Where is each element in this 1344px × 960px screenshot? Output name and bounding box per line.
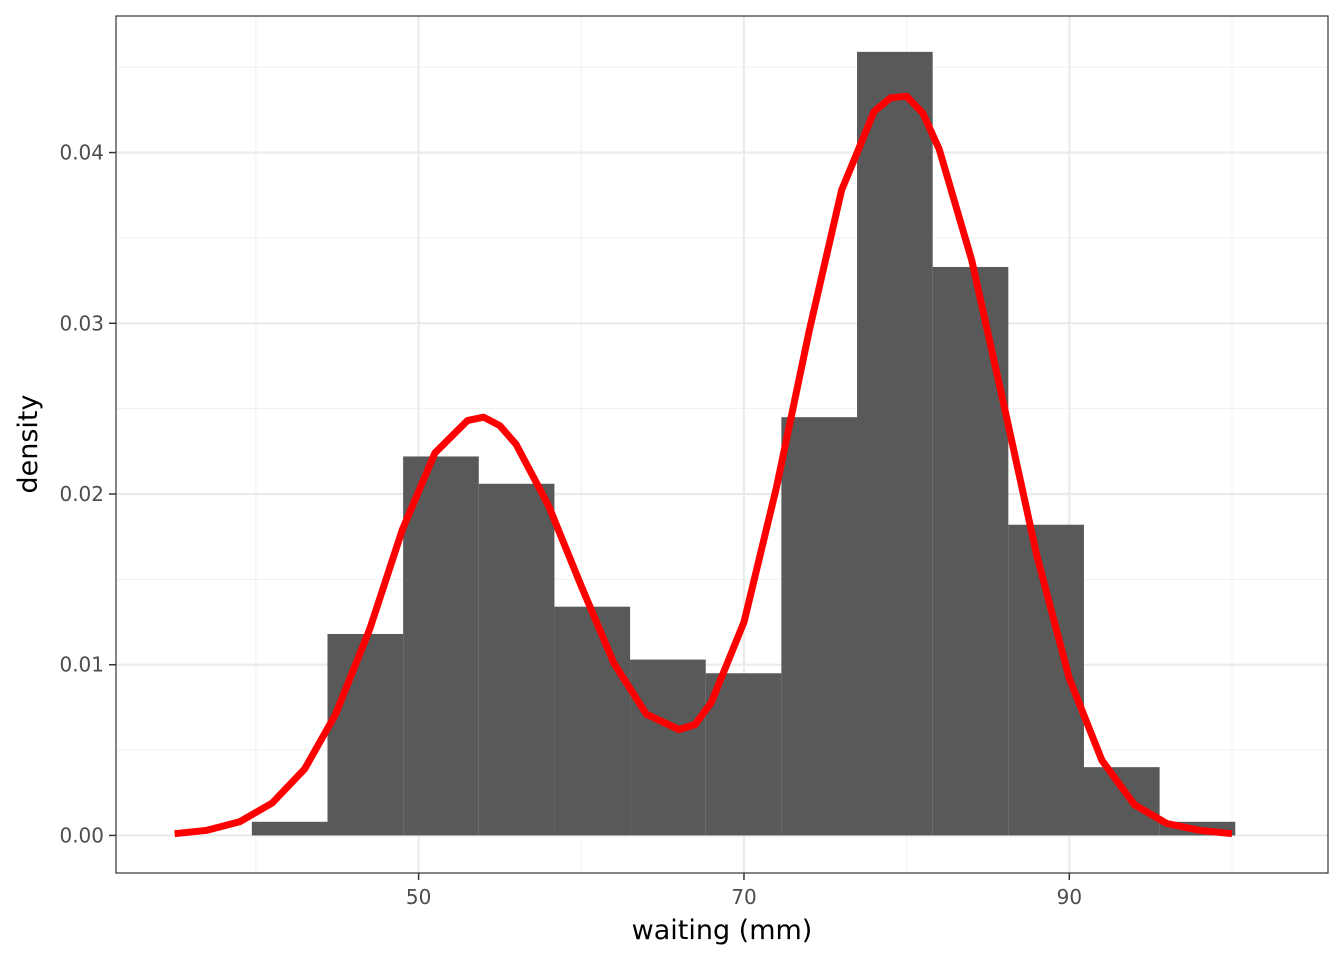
- histogram-bar: [403, 456, 479, 836]
- x-tick-label: 90: [1057, 885, 1082, 909]
- y-tick-label: 0.00: [59, 823, 104, 847]
- histogram-bar: [478, 483, 555, 836]
- y-tick-label: 0.03: [59, 311, 104, 335]
- y-tick-label: 0.02: [59, 482, 104, 506]
- plot-panel-border: [115, 15, 1329, 874]
- density-curve: [174, 92, 1233, 838]
- histogram-bar: [630, 659, 706, 836]
- x-tick-label: 70: [731, 885, 756, 909]
- histogram-bars: [251, 51, 1236, 836]
- x-axis-tick-labels: 50 70 90: [406, 885, 1082, 909]
- x-axis-title: waiting (mm): [632, 915, 813, 946]
- y-axis-title: density: [13, 394, 44, 493]
- histogram-bar: [554, 606, 631, 836]
- axis-ticks: [109, 151, 1071, 880]
- histogram-bar: [705, 673, 782, 836]
- density-curve-layer: [174, 92, 1233, 838]
- histogram-bar: [327, 633, 404, 836]
- y-tick-label: 0.01: [59, 653, 104, 677]
- y-tick-label: 0.04: [59, 141, 104, 165]
- histogram-bar: [781, 417, 858, 836]
- x-tick-label: 50: [406, 885, 431, 909]
- histogram-bar: [857, 51, 933, 836]
- histogram-bar: [932, 266, 1009, 836]
- histogram-bar: [1083, 767, 1160, 836]
- y-axis-tick-labels: 0.00 0.01 0.02 0.03 0.04: [59, 141, 104, 848]
- histogram-bar: [251, 821, 328, 836]
